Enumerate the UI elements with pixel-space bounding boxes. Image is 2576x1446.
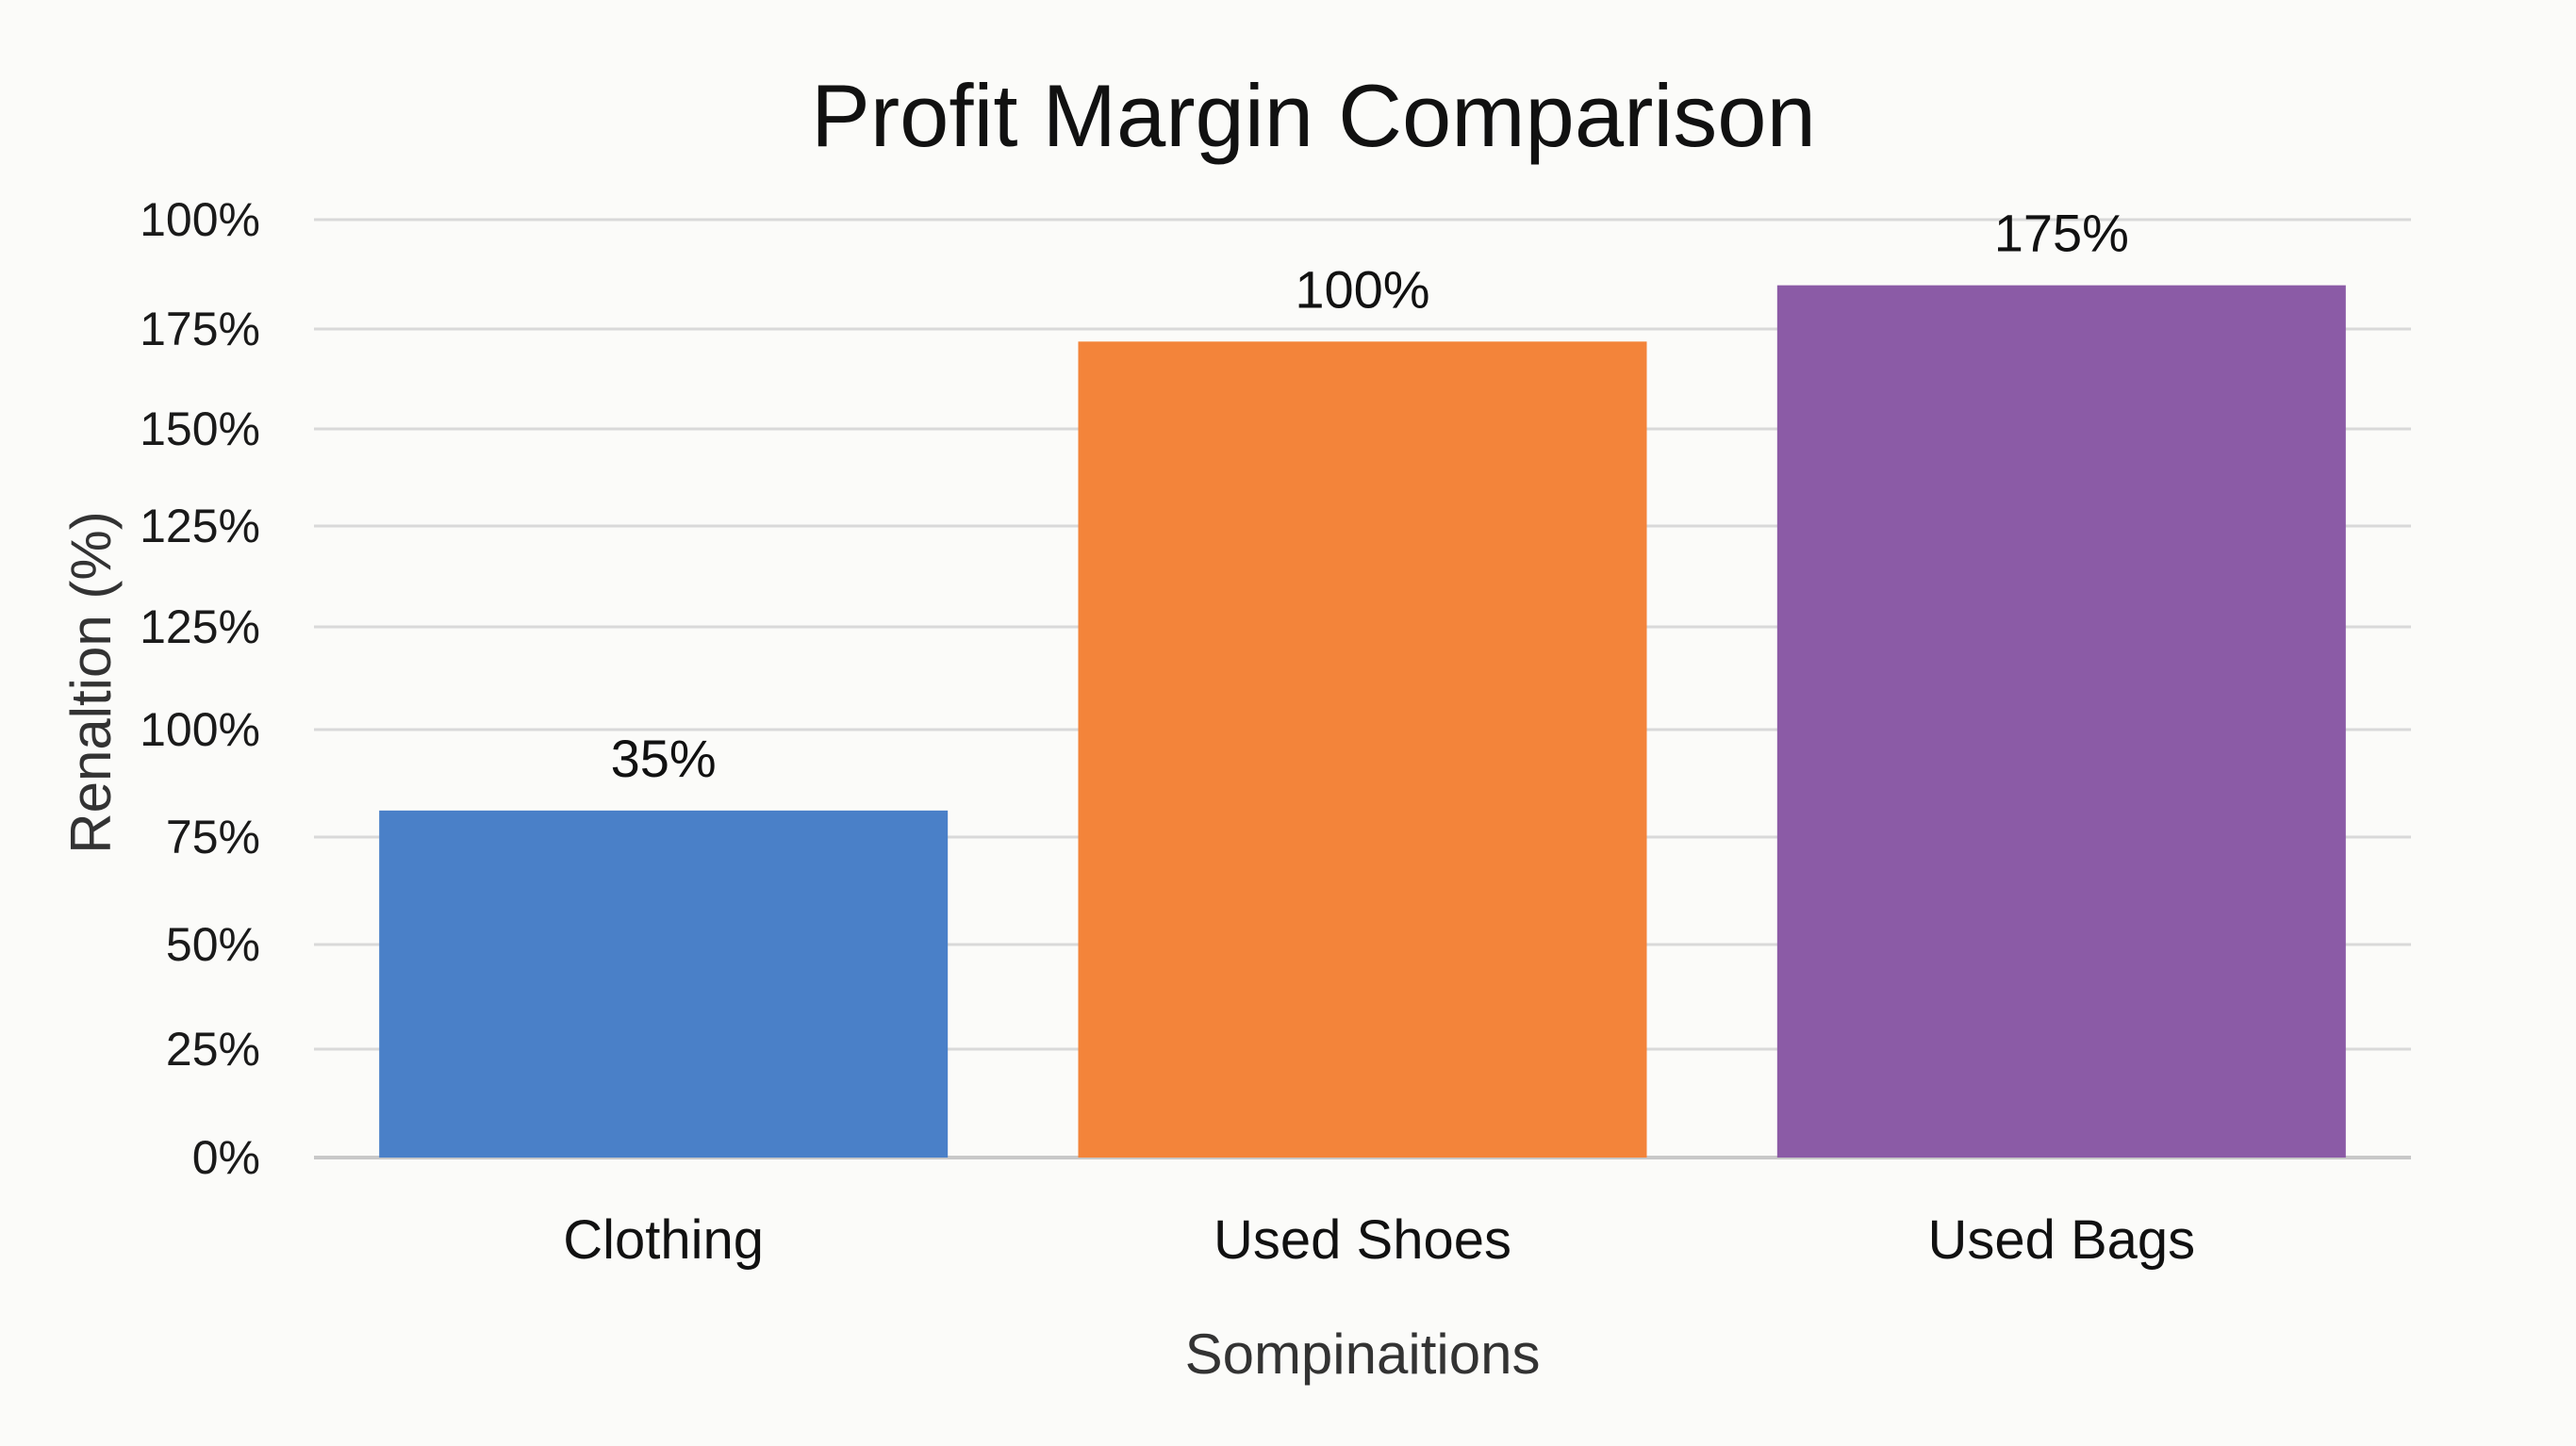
data-labels: 35% 100% 175% [611,204,2129,788]
y-tick-label-1: 25% [166,1023,260,1076]
data-label-2: 175% [1994,204,2129,263]
bar-used-bags [1776,285,2346,1158]
y-tick-label-8: 175% [140,303,260,355]
x-axis-categories: Clothing Used Shoes Used Bags [563,1209,2195,1271]
y-axis-title: Renaltion (%) [59,511,123,854]
y-axis-ticks: 0% 25% 50% 75% 100% 125% 125% 150% 175% 100% [140,193,260,1184]
category-label-0: Clothing [563,1209,764,1271]
y-tick-label-5: 125% [140,600,260,653]
y-tick-label-2: 50% [166,918,260,971]
bars [379,285,2346,1158]
data-label-0: 35% [611,729,717,788]
category-label-2: Used Bags [1927,1209,2195,1271]
y-tick-label-9: 100% [140,193,260,246]
category-label-1: Used Shoes [1214,1209,1511,1271]
y-tick-label-3: 75% [166,811,260,863]
chart-title: Profit Margin Comparison [811,66,1816,165]
bar-used-shoes [1078,341,1647,1158]
y-tick-label-7: 150% [140,403,260,455]
y-tick-label-4: 100% [140,703,260,756]
y-tick-label-0: 0% [192,1131,260,1184]
data-label-1: 100% [1295,259,1429,319]
x-axis-title: Sompinaitions [1185,1323,1541,1386]
bar-clothing [379,810,949,1158]
y-tick-label-6: 125% [140,500,260,552]
